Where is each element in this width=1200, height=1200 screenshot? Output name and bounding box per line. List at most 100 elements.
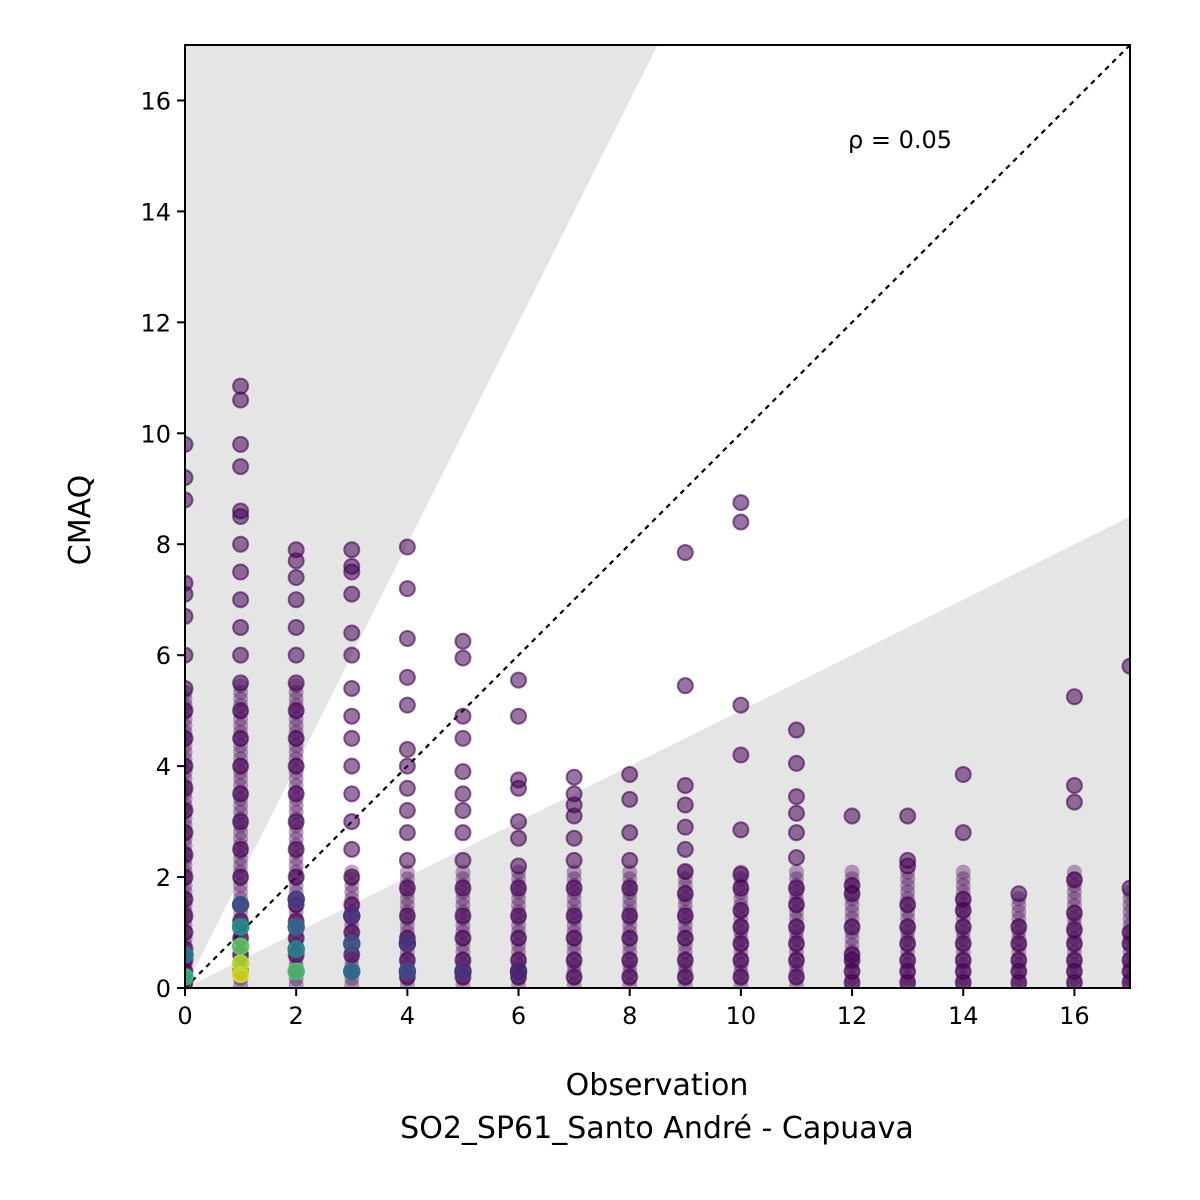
data-point: [900, 944, 916, 960]
data-point: [899, 807, 917, 825]
data-point: [511, 904, 527, 920]
data-point: [287, 813, 305, 831]
data-point: [233, 731, 249, 747]
data-point: [900, 971, 916, 987]
data-point: [288, 751, 304, 767]
data-point: [185, 684, 193, 700]
data-point: [955, 964, 971, 980]
data-point: [288, 864, 304, 880]
data-point: [185, 718, 193, 734]
data-point: [733, 917, 749, 933]
data-point: [676, 929, 694, 947]
data-point: [954, 890, 972, 908]
data-point: [287, 729, 305, 747]
data-point: [185, 824, 194, 842]
data-point: [955, 951, 971, 967]
data-point: [288, 738, 304, 754]
data-point: [343, 624, 361, 642]
data-point: [232, 591, 250, 609]
data-point: [844, 871, 860, 887]
data-point-dense: [398, 962, 417, 981]
data-point: [677, 931, 693, 947]
data-point-dense: [231, 954, 250, 972]
data-point: [455, 891, 471, 907]
data-point: [733, 924, 749, 940]
data-point: [510, 907, 528, 925]
data-point: [566, 944, 582, 960]
data-point: [732, 901, 750, 919]
data-point: [1011, 917, 1027, 933]
data-point: [185, 851, 193, 867]
data-point: [344, 977, 360, 988]
x-tick-label: 10: [726, 1002, 757, 1030]
data-point: [398, 538, 416, 556]
y-axis-ticks: 0 2 4 6 8 10 12 14 16: [140, 87, 185, 1003]
data-point: [622, 971, 638, 987]
y-tick-label: 14: [140, 198, 171, 226]
data-point: [287, 618, 305, 636]
data-point: [288, 804, 304, 820]
data-point: [900, 917, 916, 933]
data-point: [733, 964, 749, 980]
data-point: [398, 580, 416, 598]
data-point: [288, 704, 304, 720]
x-axis-subtitle: SO2_SP61_Santo André - Capuava: [400, 1111, 914, 1146]
x-tick-label: 16: [1059, 1002, 1090, 1030]
data-point: [398, 757, 416, 775]
data-point: [677, 911, 693, 927]
data-point: [185, 877, 193, 893]
data-point: [511, 864, 527, 880]
data-point: [454, 879, 472, 897]
data-point: [1066, 971, 1082, 987]
data-point: [565, 968, 583, 986]
data-point: [955, 937, 971, 953]
data-point: [455, 904, 471, 920]
data-point: [288, 837, 304, 853]
y-tick-label: 2: [156, 864, 171, 892]
data-point: [399, 897, 415, 913]
data-point: [232, 618, 250, 636]
data-point: [287, 541, 305, 559]
shaded-region-layer: [185, 45, 1130, 988]
data-point: [288, 784, 304, 800]
data-point: [844, 964, 860, 980]
data-point: [676, 840, 694, 858]
data-point: [398, 779, 416, 797]
data-point: [622, 931, 638, 947]
data-point: [185, 711, 193, 727]
data-point: [399, 951, 415, 967]
data-point: [1122, 891, 1130, 907]
data-point: [954, 935, 972, 953]
data-point: [622, 964, 638, 980]
data-point: [955, 897, 971, 913]
data-point: [185, 784, 193, 800]
data-point-dense: [287, 918, 305, 936]
data-point: [1065, 793, 1083, 811]
data-point: [185, 837, 193, 853]
data-point: [676, 796, 694, 814]
data-point: [1011, 944, 1027, 960]
data-point: [621, 929, 639, 947]
data-point: [1011, 971, 1027, 987]
data-point: [733, 937, 749, 953]
data-point: [185, 764, 193, 780]
correlation-annotation: ρ = 0.05: [848, 126, 952, 154]
data-point: [233, 698, 249, 714]
data-point: [900, 951, 916, 967]
data-point: [676, 863, 694, 881]
data-point: [232, 674, 250, 692]
data-point-dense: [185, 945, 194, 964]
data-point: [185, 691, 193, 707]
data-point: [398, 740, 416, 758]
data-point: [185, 731, 193, 747]
data-point: [566, 884, 582, 900]
data-point: [343, 557, 361, 575]
data-point: [899, 851, 917, 869]
data-point: [511, 917, 527, 933]
data-point: [455, 871, 471, 887]
identity-line-layer: [185, 45, 1130, 988]
data-point: [1066, 877, 1082, 893]
data-point: [955, 911, 971, 927]
data-point: [844, 917, 860, 933]
data-point: [455, 884, 471, 900]
